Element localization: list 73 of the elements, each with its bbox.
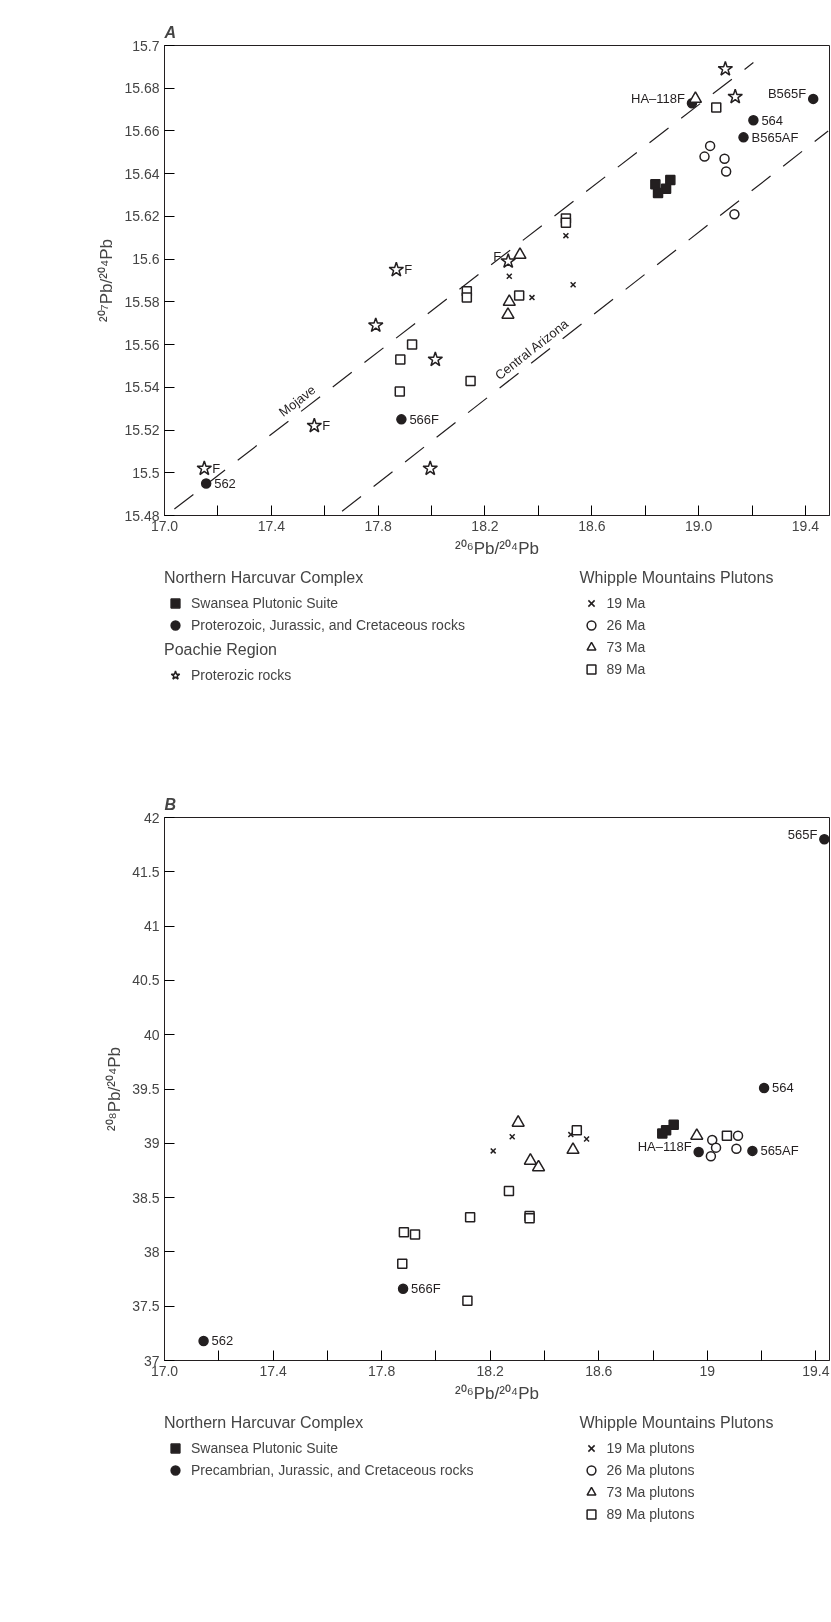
y-tick-label: 15.5 <box>132 464 160 481</box>
x-tick-label: 18.2 <box>471 517 499 534</box>
x-tick-label: 17.8 <box>364 517 392 534</box>
y-tick-label: 39.5 <box>132 1081 160 1097</box>
annotation: F <box>212 461 221 476</box>
legend-label: 89 Ma <box>606 660 646 679</box>
chart-title: B <box>164 795 177 813</box>
annotation: 562 <box>214 475 236 491</box>
y-tick-label: 15.6 <box>132 251 160 268</box>
text: Northern Harcuvar Complex <box>164 1414 365 1432</box>
y-tick-label: 15.68 <box>124 80 160 97</box>
legend-label: Proterozoic, Jurassic, and Cretaceous rocks <box>191 616 465 635</box>
y-tick-label: 39 <box>143 1135 160 1152</box>
annotation: 565AF <box>760 1143 799 1159</box>
y-tick-label: 37.5 <box>132 1298 160 1315</box>
y-tick-label: 38.5 <box>132 1189 160 1206</box>
legend-label: 26 Ma plutons <box>606 1461 695 1480</box>
annotation: 562 <box>211 1333 234 1349</box>
x-tick-label: 19.4 <box>802 1362 830 1379</box>
annotation: 565F <box>787 826 818 842</box>
x-tick-label: 18.6 <box>585 1362 613 1379</box>
annotation: 566F <box>411 1281 441 1297</box>
annotation: 564 <box>761 112 784 128</box>
legend-label: 19 Ma plutons <box>606 1439 695 1458</box>
chart-title: A <box>163 23 177 41</box>
annotation: F <box>404 262 413 278</box>
y-tick-label: 15.62 <box>124 208 160 225</box>
annotation: F <box>322 418 331 434</box>
text: Northern Harcuvar Complex <box>164 569 365 587</box>
legend-label: Swansea Plutonic Suite <box>191 1439 339 1458</box>
y-tick-label: 15.66 <box>124 122 160 139</box>
legend-label: 73 Ma plutons <box>606 1483 695 1502</box>
y-tick-label: 15.52 <box>124 422 160 439</box>
legend-label: 73 Ma <box>606 638 646 657</box>
legend-title: Whipple Mountains Plutons <box>579 569 774 587</box>
annotation: B565AF <box>751 129 799 145</box>
y-tick-label: 15.56 <box>124 336 160 353</box>
annotation: F <box>493 248 502 264</box>
legend-label: 19 Ma <box>606 594 646 613</box>
x-tick-label: 17.8 <box>368 1362 396 1379</box>
y-tick-label: 15.54 <box>124 379 160 396</box>
y-tick-label: 15.7 <box>132 37 160 54</box>
legend-label: Proterozic rocks <box>191 666 292 685</box>
y-tick-label: 41 <box>143 918 160 935</box>
x-tick-label: 18.2 <box>476 1362 505 1379</box>
y-tick-label: 41.5 <box>132 863 160 880</box>
y-axis-title: ²⁰⁸Pb/²⁰⁴Pb <box>105 1046 125 1132</box>
annotation: 566F <box>409 411 440 427</box>
x-axis-title: ²⁰⁶Pb/²⁰⁴Pb <box>455 538 539 558</box>
text: Poachie Region <box>164 641 278 659</box>
x-tick-label: 18.6 <box>578 517 606 534</box>
y-tick-label: 40.5 <box>132 972 160 989</box>
x-tick-label: 19 <box>699 1362 716 1379</box>
annotation: HA–118F <box>637 1139 692 1155</box>
legend-label: 26 Ma <box>606 616 646 635</box>
legend-label: 89 Ma plutons <box>606 1505 695 1524</box>
x-tick-label: 17.4 <box>257 517 286 534</box>
y-tick-label: 15.64 <box>124 165 160 182</box>
annotation: B565F <box>767 86 807 102</box>
x-tick-label: 19.4 <box>791 517 820 534</box>
y-tick-label: 40 <box>143 1026 160 1043</box>
x-axis-title: ²⁰⁶Pb/²⁰⁴Pb <box>455 1383 539 1403</box>
y-tick-label: 15.58 <box>124 293 160 310</box>
x-tick-label: 17.4 <box>259 1362 287 1379</box>
legend-label: Swansea Plutonic Suite <box>191 594 339 613</box>
y-axis-title: ²⁰⁷Pb/²⁰⁴Pb <box>97 238 117 323</box>
y-tick-label: 38 <box>143 1243 160 1260</box>
annotation: HA–118F <box>631 90 686 106</box>
annotation: 564 <box>772 1080 794 1096</box>
legend-label: Precambrian, Jurassic, and Cretaceous rocks <box>191 1461 474 1480</box>
y-tick-label: 42 <box>143 809 160 826</box>
legend-title: Whipple Mountains Plutons <box>579 1414 774 1432</box>
x-tick-label: 19.0 <box>685 517 713 534</box>
